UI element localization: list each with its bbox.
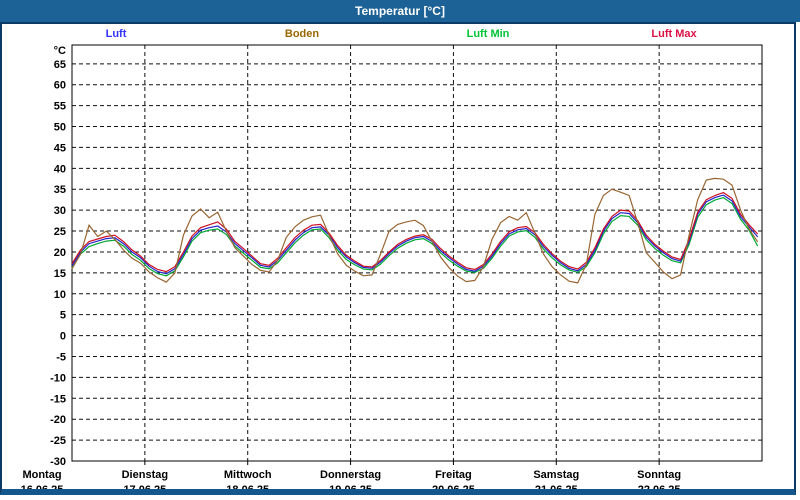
plot-frame xyxy=(71,44,763,465)
svg-text:16.06.25: 16.06.25 xyxy=(21,484,64,489)
svg-text:°C: °C xyxy=(54,45,66,57)
window-titlebar[interactable]: Temperatur [°C] xyxy=(0,0,800,22)
legend-luft: Luft xyxy=(105,28,127,40)
svg-text:10: 10 xyxy=(54,289,66,301)
svg-text:40: 40 xyxy=(54,163,66,175)
svg-text:15: 15 xyxy=(54,268,66,280)
svg-text:35: 35 xyxy=(54,184,66,196)
svg-text:45: 45 xyxy=(54,142,66,154)
svg-text:22.06.25: 22.06.25 xyxy=(638,484,681,489)
svg-text:25: 25 xyxy=(54,226,66,238)
svg-text:21.06.25: 21.06.25 xyxy=(535,484,578,489)
svg-text:-25: -25 xyxy=(50,435,66,447)
svg-text:-10: -10 xyxy=(50,372,66,384)
svg-text:Samstag: Samstag xyxy=(533,469,579,481)
svg-text:Sonntag: Sonntag xyxy=(637,469,681,481)
svg-text:17.06.25: 17.06.25 xyxy=(123,484,166,489)
svg-text:30: 30 xyxy=(54,205,66,217)
svg-text:Montag: Montag xyxy=(22,469,61,481)
window-title: Temperatur [°C] xyxy=(355,4,445,18)
series-boden xyxy=(71,177,759,284)
temperature-chart-canvas: °C -30 -25 -20 -15 -10 -5 0 5 10 15 20 25 30 35 40 45 50 5… xyxy=(21,44,763,489)
gridlines xyxy=(72,45,762,461)
series-luft xyxy=(71,194,759,275)
legend-luft-max: Luft Max xyxy=(651,28,697,40)
svg-text:-20: -20 xyxy=(50,414,66,426)
y-axis-labels: °C -30 -25 -20 -15 -10 -5 0 5 10 15 20 25 30 35 40 45 50 5… xyxy=(50,45,66,468)
svg-text:65: 65 xyxy=(54,59,66,71)
svg-text:-15: -15 xyxy=(50,393,66,405)
svg-text:55: 55 xyxy=(54,101,66,113)
svg-text:Dienstag: Dienstag xyxy=(122,469,168,481)
legend-luft-min: Luft Min xyxy=(466,28,510,40)
x-axis-labels: Montag 16.06.25 Dienstag 17.06.25 Mittwoch 18… xyxy=(21,469,682,489)
svg-text:Freitag: Freitag xyxy=(435,469,472,481)
svg-text:-30: -30 xyxy=(50,456,66,468)
chart-panel: Luft Boden Luft Min Luft Max °C -30 -25 -20… xyxy=(0,22,796,495)
svg-text:Mittwoch: Mittwoch xyxy=(224,469,272,481)
svg-text:18.06.25: 18.06.25 xyxy=(226,484,269,489)
data-series xyxy=(71,177,759,284)
svg-text:60: 60 xyxy=(54,80,66,92)
legend-boden: Boden xyxy=(284,28,320,40)
series-luft-max xyxy=(71,191,759,273)
svg-text:20.06.25: 20.06.25 xyxy=(432,484,475,489)
svg-text:5: 5 xyxy=(60,310,66,322)
svg-text:0: 0 xyxy=(60,331,66,343)
svg-text:-5: -5 xyxy=(56,351,66,363)
svg-text:20: 20 xyxy=(54,247,66,259)
svg-text:50: 50 xyxy=(54,122,66,134)
svg-text:19.06.25: 19.06.25 xyxy=(329,484,372,489)
series-luft-min xyxy=(71,196,759,277)
svg-text:Donnerstag: Donnerstag xyxy=(320,469,381,481)
